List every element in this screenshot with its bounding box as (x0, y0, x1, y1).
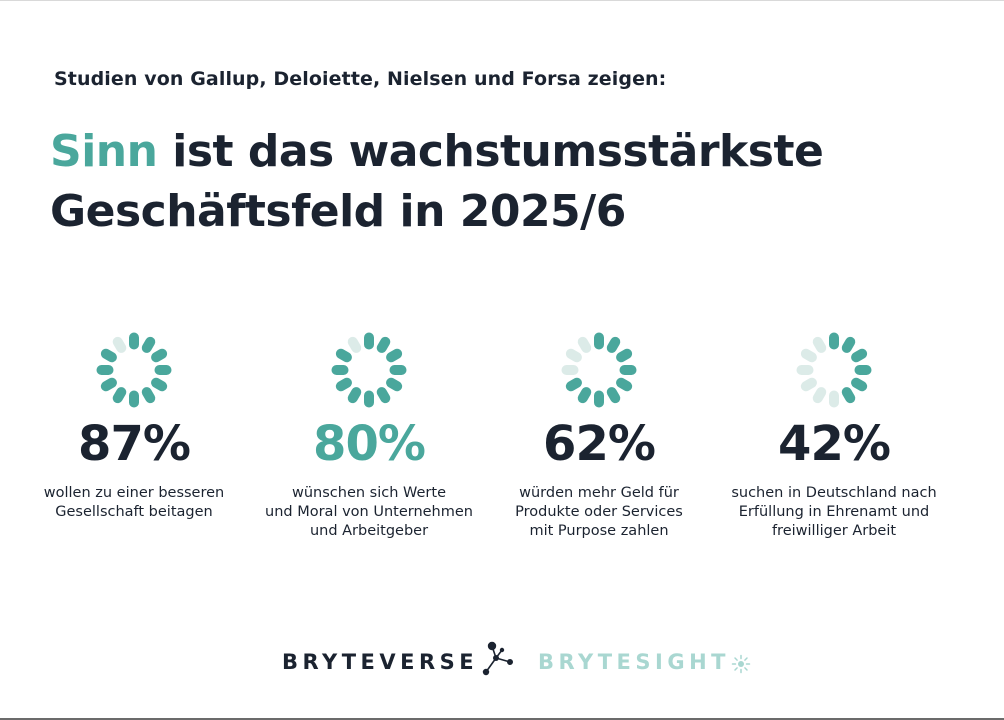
spinner-segment-filled (151, 348, 168, 363)
stat-description-line: Gesellschaft beitagen (55, 504, 213, 520)
sun-logo-icon (731, 654, 751, 674)
brand-bryteverse: BRYTEVERSE (282, 650, 479, 674)
spinner-segment-filled (154, 365, 172, 375)
stat-percent: 87% (78, 416, 191, 472)
stat-description-line: suchen in Deutschland nach (731, 485, 937, 501)
spinner-segment-filled (841, 387, 856, 404)
spinner-segment-filled (151, 377, 168, 392)
spinner-segment-filled (616, 377, 633, 392)
spinner-segment-empty (829, 390, 839, 408)
stat-description-line: Erfüllung in Ehrenamt und (738, 504, 930, 520)
spinner-segment-empty (561, 365, 579, 375)
brand-brytesight: BRYTESIGHT (538, 650, 730, 674)
spinner-segment-filled (386, 377, 403, 392)
spinner-segment-filled (96, 365, 114, 375)
spinner-segment-filled (594, 390, 604, 408)
stat-description-line: und Moral von Unternehmen (265, 504, 473, 520)
spinner-segment-filled (141, 336, 156, 353)
spinner-segment-empty (577, 336, 592, 353)
spinner-segment-filled (386, 348, 403, 363)
spinner-segment-filled (851, 348, 868, 363)
spinner-segment-empty (812, 387, 827, 404)
headline: Sinn ist das wachstumsstärkste Geschäfts… (50, 122, 824, 242)
stat-card-2: 80% wünschen sich Werte und Moral von Un… (255, 326, 483, 541)
stat-description: suchen in Deutschland nach Erfüllung in … (720, 484, 948, 541)
stat-percent: 42% (778, 416, 891, 472)
brand-footer: BRYTEVERSE BRYTESIGHT (0, 636, 1004, 686)
spinner-segment-filled (606, 387, 621, 404)
spinner-segment-filled (577, 387, 592, 404)
stat-description-line: wünschen sich Werte (291, 485, 446, 501)
spinner-icon (331, 332, 407, 408)
stat-description-line: würden mehr Geld für (519, 485, 679, 501)
spinner-segment-filled (829, 332, 839, 350)
stat-description-line: Produkte oder Services (515, 504, 683, 520)
spinner-segment-empty (812, 336, 827, 353)
stat-description-line: mit Purpose zahlen (529, 523, 669, 539)
spinner-segment-filled (841, 336, 856, 353)
spinner-segment-empty (796, 365, 814, 375)
headline-line-1-rest: ist das wachstumsstärkste (172, 126, 824, 177)
stat-description: wünschen sich Werte und Moral von Untern… (255, 484, 483, 541)
spinner-segment-empty (800, 348, 817, 363)
spinner-segment-filled (854, 365, 872, 375)
spinner-segment-filled (100, 377, 117, 392)
stat-percent: 80% (313, 416, 426, 472)
stat-card-4: 42% suchen in Deutschland nach Erfüllung… (720, 326, 948, 541)
spinner-icon (561, 332, 637, 408)
spinner-segment-filled (335, 348, 352, 363)
spinner-segment-filled (606, 336, 621, 353)
spinner-icon (96, 332, 172, 408)
spinner-segment-filled (364, 390, 374, 408)
spinner-segment-filled (335, 377, 352, 392)
stat-card-1: 87% wollen zu einer besseren Gesellschaf… (20, 326, 248, 522)
molecule-logo-icon (482, 641, 513, 676)
spinner-segment-filled (331, 365, 349, 375)
spinner-segment-filled (389, 365, 407, 375)
spinner-segment-filled (100, 348, 117, 363)
spinner-segment-filled (619, 365, 637, 375)
stat-description: wollen zu einer besseren Gesellschaft be… (20, 484, 248, 522)
subtitle: Studien von Gallup, Deloiette, Nielsen u… (54, 68, 667, 90)
spinner-segment-filled (129, 390, 139, 408)
top-divider (0, 0, 1004, 1)
spinner-segment-filled (565, 377, 582, 392)
spinner-segment-empty (800, 377, 817, 392)
stat-description-line: und Arbeitgeber (309, 523, 429, 539)
stat-card-3: 62% würden mehr Geld für Produkte oder S… (485, 326, 713, 541)
spinner-segment-filled (851, 377, 868, 392)
spinner-segment-filled (594, 332, 604, 350)
stat-description-line: wollen zu einer besseren (43, 485, 225, 501)
spinner-segment-filled (141, 387, 156, 404)
spinner-segment-empty (112, 336, 127, 353)
spinner-segment-empty (565, 348, 582, 363)
spinner-segment-filled (347, 387, 362, 404)
spinner-segment-filled (616, 348, 633, 363)
bottom-divider (0, 718, 1004, 720)
stat-description: würden mehr Geld für Produkte oder Servi… (485, 484, 713, 541)
spinner-segment-filled (129, 332, 139, 350)
spinner-segment-filled (364, 332, 374, 350)
headline-line-1: Sinn ist das wachstumsstärkste (50, 122, 824, 182)
headline-accent-word: Sinn (50, 126, 158, 177)
spinner-segment-filled (112, 387, 127, 404)
spinner-icon (796, 332, 872, 408)
stat-description-line: freiwilliger Arbeit (771, 523, 897, 539)
stat-percent: 62% (543, 416, 656, 472)
spinner-segment-filled (376, 387, 391, 404)
headline-line-2: Geschäftsfeld in 2025/6 (50, 186, 626, 237)
spinner-segment-filled (376, 336, 391, 353)
spinner-segment-empty (347, 336, 362, 353)
